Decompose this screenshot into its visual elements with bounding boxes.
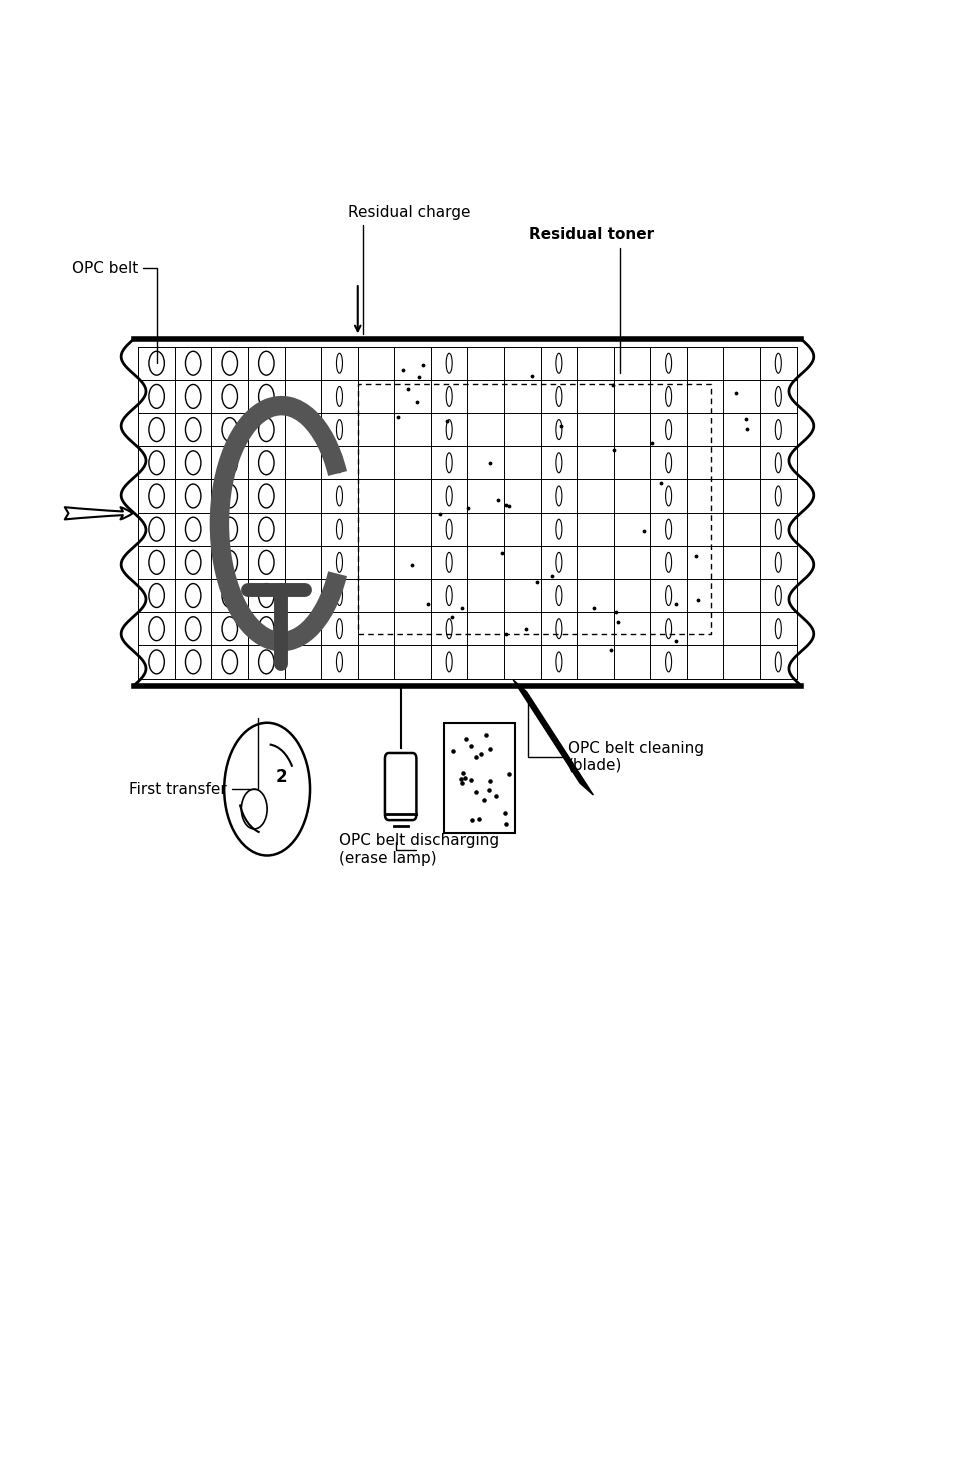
Bar: [443, 723, 515, 833]
Text: OPC belt discharging
(erase lamp): OPC belt discharging (erase lamp): [338, 833, 498, 866]
FancyBboxPatch shape: [384, 752, 416, 820]
Polygon shape: [513, 680, 593, 795]
Polygon shape: [133, 339, 801, 686]
Text: 2: 2: [275, 768, 287, 786]
Text: OPC belt cleaning
(blade): OPC belt cleaning (blade): [527, 704, 703, 773]
Text: Residual toner: Residual toner: [529, 227, 654, 373]
Text: Residual charge: Residual charge: [348, 205, 470, 333]
Text: First transfer: First transfer: [129, 718, 257, 796]
Text: OPC belt: OPC belt: [71, 261, 157, 363]
